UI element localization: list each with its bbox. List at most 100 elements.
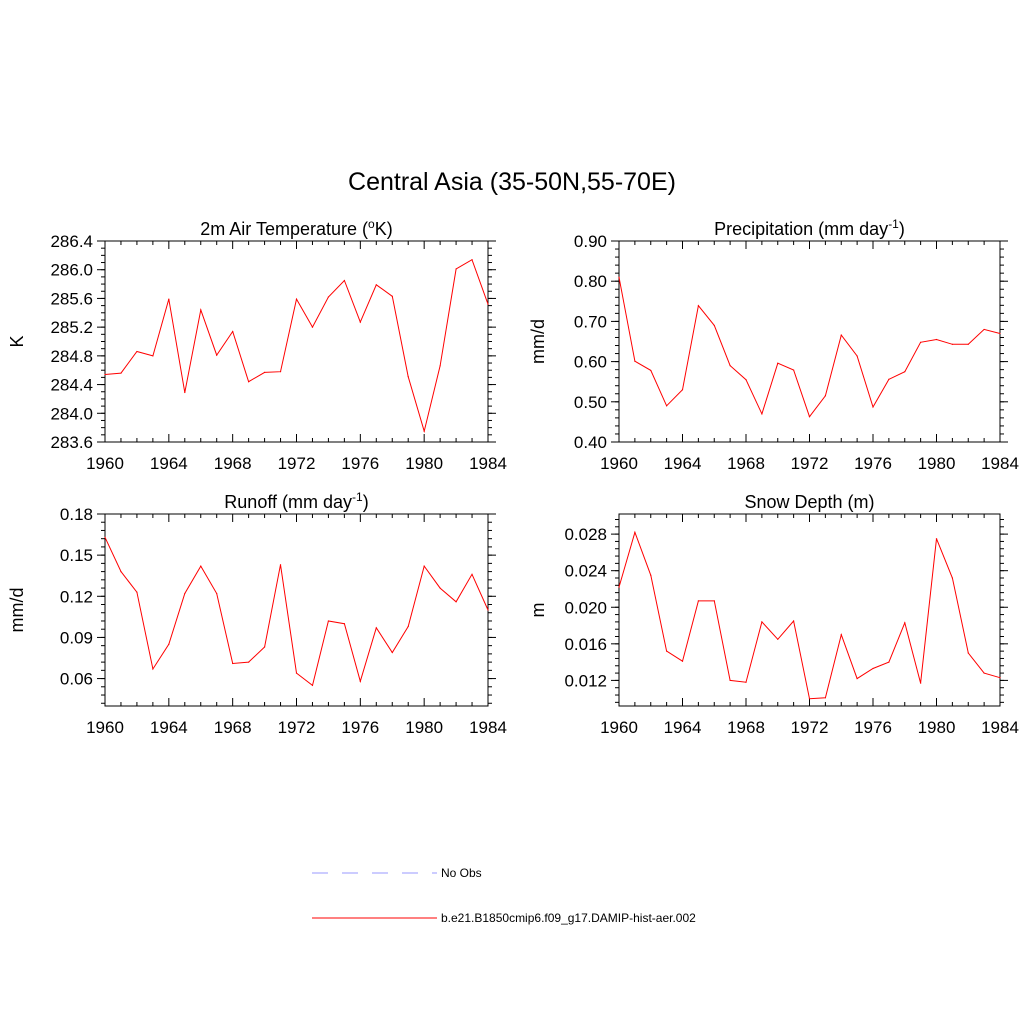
data-point [983, 672, 985, 674]
panel-title-tail: ) [899, 219, 905, 239]
panel-title-superscript: -1 [352, 490, 363, 504]
data-point [184, 592, 186, 595]
data-point [920, 682, 922, 684]
data-point [343, 279, 345, 282]
data-point [295, 298, 298, 300]
data-point [618, 276, 620, 278]
data-point [999, 677, 1001, 679]
y-tick-label: 284.0 [50, 404, 93, 423]
data-point [713, 324, 715, 327]
data-point [697, 305, 699, 307]
data-point [487, 303, 489, 305]
plot-frame [618, 513, 1001, 707]
data-point [793, 620, 795, 622]
panel-title-main: Snow Depth (m) [744, 492, 874, 512]
data-point [407, 625, 409, 628]
data-point [824, 395, 826, 397]
data-point [455, 601, 457, 603]
x-tick-label: 1976 [854, 718, 892, 737]
data-point [935, 538, 938, 540]
x-tick-label: 1968 [214, 718, 252, 737]
y-tick-label: 284.8 [50, 347, 93, 366]
panel-title-main: Runoff (mm day [224, 492, 352, 512]
data-point [104, 373, 106, 376]
x-tick-label: 1976 [341, 718, 379, 737]
data-point [184, 391, 186, 394]
data-point [216, 354, 218, 356]
x-tick-label: 1984 [981, 718, 1019, 737]
x-tick-label: 1976 [854, 454, 892, 473]
data-point [634, 531, 636, 533]
y-tick-label: 0.06 [60, 670, 93, 689]
y-tick-label: 0.18 [60, 505, 93, 524]
data-point [104, 536, 106, 538]
x-tick-label: 1964 [664, 454, 702, 473]
data-point [168, 298, 170, 300]
data-point [248, 381, 250, 383]
x-tick-label: 1980 [405, 454, 443, 473]
chart-panel-1: 1960 1964 1968 1972 1976 1980 1984 283.6 284.0 28… [7, 217, 507, 473]
data-point [935, 338, 938, 341]
x-tick-label: 1972 [791, 454, 829, 473]
y-tick-label: 0.020 [564, 598, 607, 617]
data-point [375, 627, 377, 629]
data-point [888, 378, 890, 380]
data-point [761, 621, 763, 623]
data-point [200, 565, 202, 567]
data-point [999, 332, 1001, 335]
panels-group: 1960 1964 1968 1972 1976 1980 1984 283.6 284.0 28… [7, 217, 1019, 737]
data-point [666, 405, 668, 407]
data-point [745, 379, 747, 381]
y-tick-label: 0.80 [574, 272, 607, 291]
data-point [471, 573, 473, 575]
data-point [216, 592, 218, 595]
x-tick-label: 1972 [791, 718, 829, 737]
data-point [856, 677, 858, 680]
y-tick-label: 0.016 [564, 635, 607, 654]
data-point [983, 328, 985, 331]
legend-model-label: b.e21.B1850cmip6.f09_g17.DAMIP-hist-aer.… [441, 911, 696, 925]
data-point [375, 284, 377, 286]
series-line [104, 537, 489, 687]
data-point [295, 672, 298, 674]
data-point [697, 600, 699, 602]
series-line [104, 258, 489, 434]
data-point [487, 609, 489, 611]
data-point [745, 681, 747, 683]
data-point [391, 651, 393, 654]
y-tick-label: 286.4 [50, 232, 93, 251]
x-tick-label: 1960 [600, 454, 638, 473]
y-axis-label: K [7, 335, 27, 347]
panel-title: 2m Air Temperature (oK) [200, 217, 392, 239]
series-line [618, 277, 1001, 418]
data-point [777, 362, 779, 364]
panel-title-superscript: o [368, 217, 375, 231]
data-point [618, 586, 620, 588]
data-point [951, 577, 953, 579]
data-point [279, 564, 282, 566]
data-point [951, 343, 953, 345]
plot-frame [104, 240, 489, 443]
x-tick-label: 1960 [86, 718, 124, 737]
panel-title-main: 2m Air Temperature ( [200, 219, 368, 239]
data-point [407, 376, 409, 378]
data-point [232, 662, 234, 665]
data-point [152, 668, 154, 670]
data-point [840, 634, 842, 636]
y-tick-label: 286.0 [50, 261, 93, 280]
data-point [650, 574, 652, 576]
y-tick-label: 284.4 [50, 376, 93, 395]
y-tick-label: 0.028 [564, 525, 607, 544]
data-point [168, 643, 170, 645]
data-point [666, 650, 668, 652]
x-tick-label: 1968 [727, 718, 765, 737]
x-tick-label: 1960 [86, 454, 124, 473]
y-axis-label: m [528, 603, 548, 618]
data-point [311, 684, 314, 687]
chart-panel-3: 1960 1964 1968 1972 1976 1980 1984 0.06 0.09 0.12… [7, 490, 507, 737]
y-tick-label: 0.60 [574, 353, 607, 372]
data-point [872, 667, 874, 670]
x-tick-label: 1980 [918, 454, 956, 473]
data-point [904, 371, 906, 373]
data-point [359, 680, 361, 682]
